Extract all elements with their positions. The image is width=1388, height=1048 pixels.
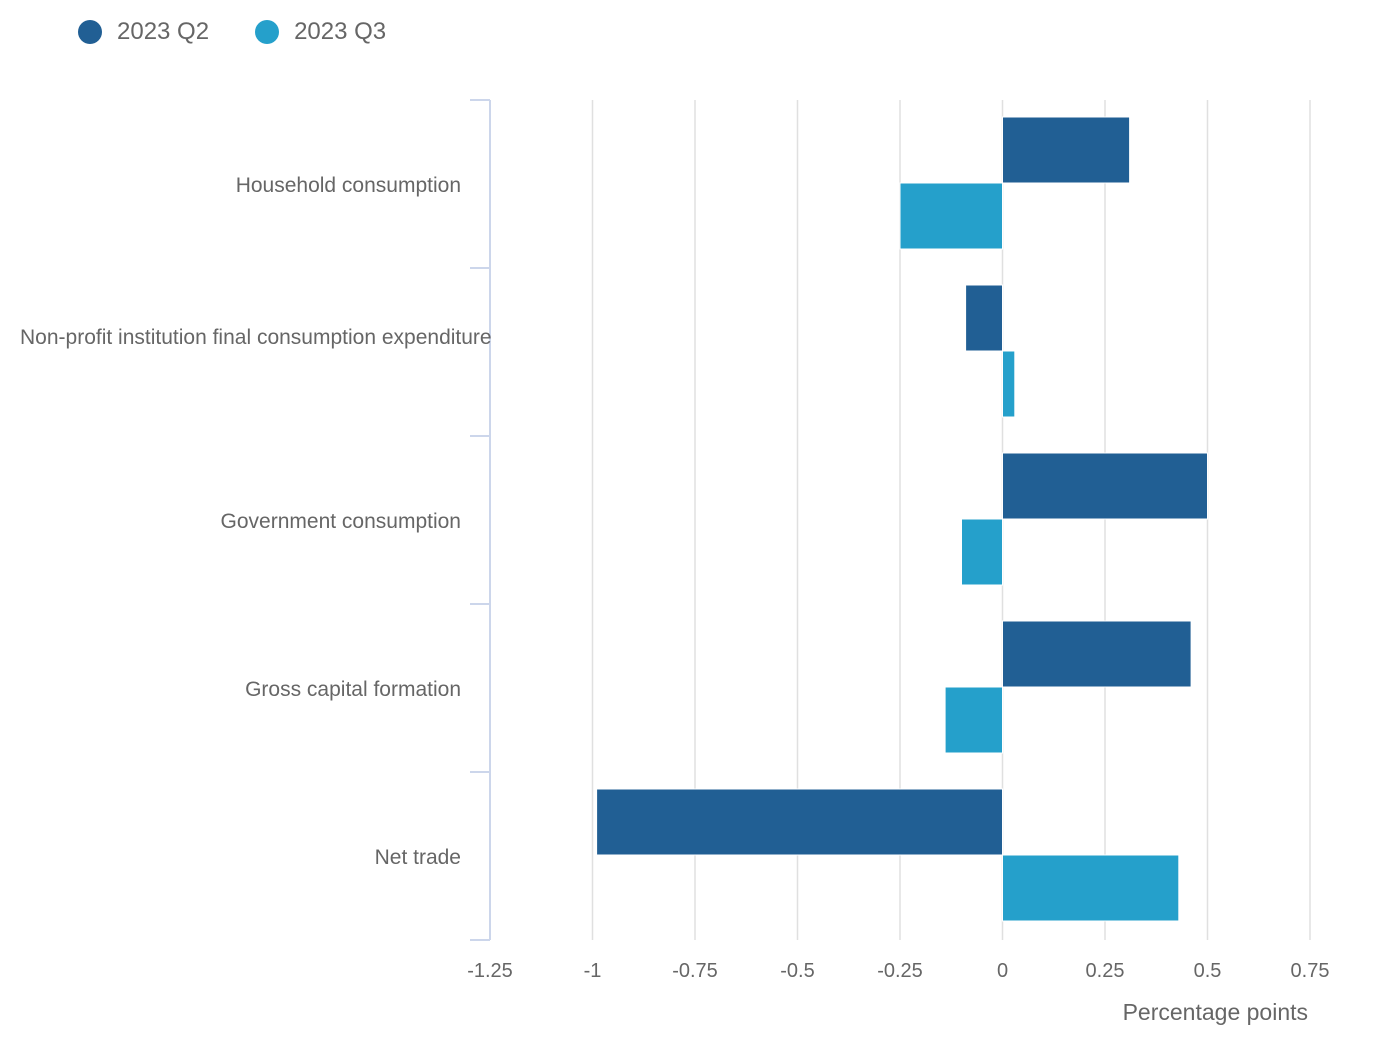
legend-dot-q2: [78, 20, 102, 44]
legend-label-q2: 2023 Q2: [117, 18, 210, 45]
bar-q3-1[interactable]: [1002, 350, 1016, 418]
x-tick-label: -1.25: [467, 960, 513, 982]
x-tick-label: -1: [584, 960, 602, 982]
legend-dot-q3: [255, 20, 280, 44]
category-label: Non-profit institution final consumption…: [20, 326, 492, 349]
x-tick-label: -0.25: [877, 960, 923, 982]
x-tick-label: 0.75: [1291, 960, 1330, 982]
category-label: Household consumption: [236, 174, 461, 197]
x-axis-title: Percentage points: [1123, 999, 1308, 1025]
x-tick-label: 0.25: [1086, 960, 1125, 982]
legend-item-q2[interactable]: 2023 Q2: [78, 18, 209, 46]
legend-label-q3: 2023 Q3: [294, 18, 387, 45]
x-tick-label: -0.75: [672, 960, 718, 982]
bar-q3-4[interactable]: [1002, 854, 1180, 922]
bar-q2-3[interactable]: [1002, 620, 1192, 688]
category-label: Net trade: [375, 846, 461, 869]
bar-q2-0[interactable]: [1002, 116, 1131, 184]
bars: [596, 116, 1208, 922]
bar-q2-1[interactable]: [965, 284, 1003, 352]
bar-q3-2[interactable]: [961, 518, 1003, 586]
legend-item-q3[interactable]: 2023 Q3: [255, 18, 386, 46]
x-tick-label: 0.5: [1194, 960, 1222, 982]
bar-q3-0[interactable]: [899, 182, 1003, 250]
bar-q3-3[interactable]: [944, 686, 1003, 754]
bar-q2-4[interactable]: [596, 788, 1003, 856]
category-label: Government consumption: [221, 510, 461, 533]
x-tick-label: 0: [997, 960, 1008, 982]
category-labels: Household consumption Non-profit institut…: [20, 174, 492, 869]
legend: 2023 Q2 2023 Q3: [78, 18, 432, 46]
category-axis: [470, 99, 491, 941]
category-label: Gross capital formation: [245, 678, 461, 701]
x-tick-label: -0.5: [780, 960, 814, 982]
x-axis-ticks: -1.25 -1 -0.75 -0.5 -0.25 0 0.25 0.5 0.75: [467, 960, 1329, 982]
bar-q2-2[interactable]: [1002, 452, 1208, 520]
